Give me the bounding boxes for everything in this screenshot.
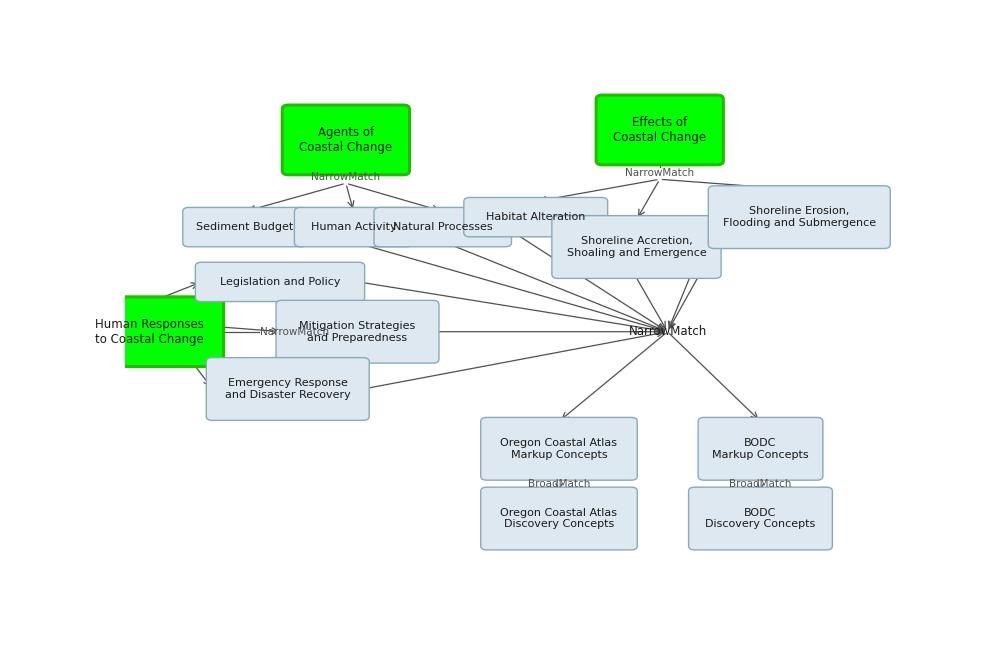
Text: Effects of
Coastal Change: Effects of Coastal Change (613, 116, 706, 144)
Text: Shoreline Accretion,
Shoaling and Emergence: Shoreline Accretion, Shoaling and Emerge… (567, 236, 706, 258)
FancyBboxPatch shape (183, 208, 308, 247)
FancyBboxPatch shape (294, 208, 413, 247)
Text: Natural Processes: Natural Processes (393, 222, 493, 232)
Text: Human Responses
to Coastal Change: Human Responses to Coastal Change (95, 318, 204, 345)
FancyBboxPatch shape (481, 417, 637, 480)
Text: Human Activity: Human Activity (311, 222, 396, 232)
Text: NarrowMatch: NarrowMatch (625, 168, 694, 179)
FancyBboxPatch shape (206, 358, 369, 421)
Text: Emergency Response
and Disaster Recovery: Emergency Response and Disaster Recovery (225, 378, 351, 400)
FancyBboxPatch shape (698, 417, 823, 480)
Text: Oregon Coastal Atlas
Discovery Concepts: Oregon Coastal Atlas Discovery Concepts (501, 508, 618, 529)
FancyBboxPatch shape (689, 487, 832, 550)
Text: BroadMatch: BroadMatch (729, 479, 792, 488)
FancyBboxPatch shape (481, 487, 637, 550)
Text: BroadMatch: BroadMatch (528, 479, 590, 488)
Text: NarrowMatch: NarrowMatch (628, 325, 707, 338)
FancyBboxPatch shape (708, 186, 890, 248)
Text: BODC
Markup Concepts: BODC Markup Concepts (712, 438, 809, 459)
FancyBboxPatch shape (76, 297, 224, 367)
FancyBboxPatch shape (195, 262, 365, 302)
Text: Shoreline Erosion,
Flooding and Submergence: Shoreline Erosion, Flooding and Submerge… (723, 206, 876, 228)
Text: NarrowMatch: NarrowMatch (260, 327, 329, 336)
FancyBboxPatch shape (276, 300, 439, 363)
FancyBboxPatch shape (596, 95, 723, 165)
Text: Agents of
Coastal Change: Agents of Coastal Change (299, 126, 392, 154)
FancyBboxPatch shape (464, 197, 608, 237)
Text: BODC
Discovery Concepts: BODC Discovery Concepts (705, 508, 816, 529)
Text: Sediment Budget: Sediment Budget (196, 222, 294, 232)
Text: Oregon Coastal Atlas
Markup Concepts: Oregon Coastal Atlas Markup Concepts (501, 438, 618, 459)
Text: Habitat Alteration: Habitat Alteration (486, 212, 585, 222)
Text: NarrowMatch: NarrowMatch (311, 172, 380, 182)
FancyBboxPatch shape (282, 105, 410, 175)
Text: Legislation and Policy: Legislation and Policy (220, 277, 340, 287)
FancyBboxPatch shape (552, 215, 721, 278)
Text: Mitigation Strategies
and Preparedness: Mitigation Strategies and Preparedness (299, 321, 416, 342)
FancyBboxPatch shape (374, 208, 511, 247)
